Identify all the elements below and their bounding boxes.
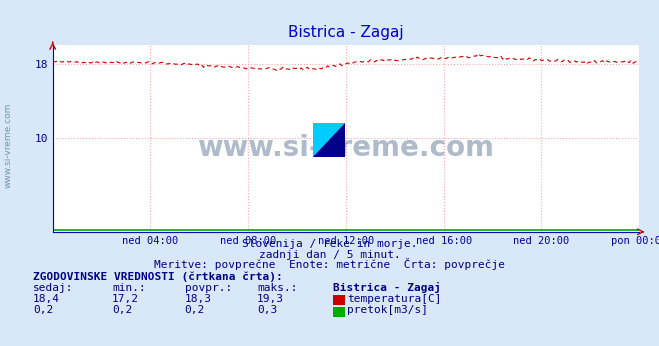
Text: temperatura[C]: temperatura[C] — [347, 294, 442, 304]
Text: 0,2: 0,2 — [33, 305, 53, 315]
Text: Meritve: povprečne  Enote: metrične  Črta: povprečje: Meritve: povprečne Enote: metrične Črta:… — [154, 258, 505, 270]
Text: Bistrica - Zagaj: Bistrica - Zagaj — [333, 282, 441, 293]
Text: 0,2: 0,2 — [185, 305, 205, 315]
Text: 18,3: 18,3 — [185, 294, 212, 304]
Text: maks.:: maks.: — [257, 283, 297, 293]
Text: min.:: min.: — [112, 283, 146, 293]
Text: 19,3: 19,3 — [257, 294, 284, 304]
Text: 18,4: 18,4 — [33, 294, 60, 304]
Text: sedaj:: sedaj: — [33, 283, 73, 293]
Text: povpr.:: povpr.: — [185, 283, 232, 293]
Text: 0,3: 0,3 — [257, 305, 277, 315]
Text: www.si-vreme.com: www.si-vreme.com — [3, 103, 13, 188]
Text: ZGODOVINSKE VREDNOSTI (črtkana črta):: ZGODOVINSKE VREDNOSTI (črtkana črta): — [33, 272, 283, 282]
Text: pretok[m3/s]: pretok[m3/s] — [347, 305, 428, 315]
Text: www.si-vreme.com: www.si-vreme.com — [198, 134, 494, 162]
Text: 0,2: 0,2 — [112, 305, 132, 315]
Title: Bistrica - Zagaj: Bistrica - Zagaj — [288, 25, 404, 40]
Text: zadnji dan / 5 minut.: zadnji dan / 5 minut. — [258, 250, 401, 260]
Text: 17,2: 17,2 — [112, 294, 139, 304]
Polygon shape — [313, 123, 345, 157]
Text: Slovenija / reke in morje.: Slovenija / reke in morje. — [242, 239, 417, 249]
Polygon shape — [313, 123, 345, 157]
Polygon shape — [313, 123, 345, 157]
